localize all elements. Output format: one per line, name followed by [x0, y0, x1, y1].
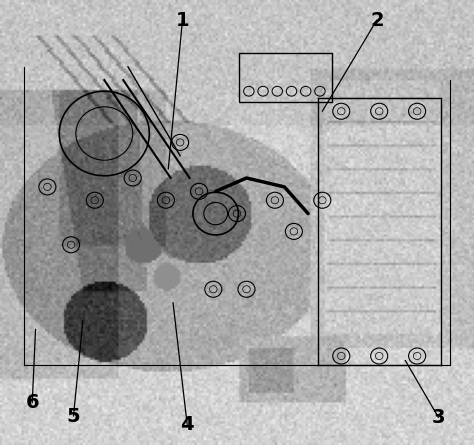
- Text: 6: 6: [26, 393, 39, 412]
- Text: 4: 4: [181, 416, 194, 434]
- Bar: [239, 53, 332, 102]
- Text: 2: 2: [370, 11, 383, 29]
- Text: 3: 3: [432, 408, 445, 427]
- Text: 1: 1: [176, 11, 189, 29]
- Text: 5: 5: [67, 407, 80, 425]
